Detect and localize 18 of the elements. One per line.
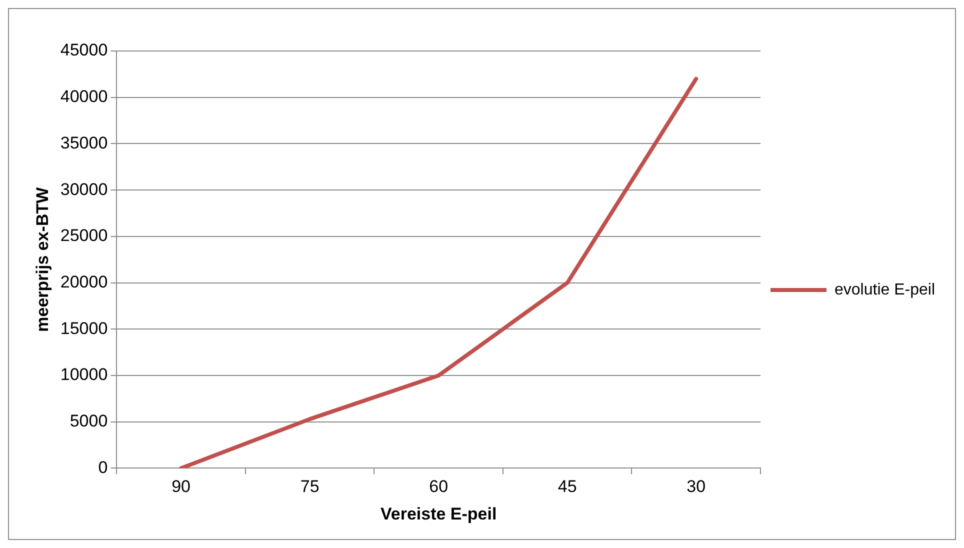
x-axis-title: Vereiste E-peil bbox=[380, 504, 497, 524]
y-tick-label: 25000 bbox=[60, 226, 108, 246]
y-tick-label: 10000 bbox=[60, 365, 108, 384]
x-tick-label: 30 bbox=[686, 477, 706, 496]
y-tick-label: 45000 bbox=[60, 40, 108, 60]
x-tick-label: 45 bbox=[558, 477, 577, 496]
x-tick-label: 75 bbox=[300, 477, 320, 496]
y-tick-label: 35000 bbox=[60, 133, 108, 152]
y-tick-label: 0 bbox=[98, 458, 108, 477]
y-tick-label: 40000 bbox=[60, 87, 108, 106]
x-tick-label: 90 bbox=[172, 477, 191, 496]
legend-label: evolutie E-peil bbox=[834, 281, 935, 298]
y-axis-title: meerprijs ex-BTW bbox=[32, 186, 52, 332]
y-tick-label: 15000 bbox=[60, 318, 108, 338]
y-tick-label: 20000 bbox=[60, 272, 108, 292]
y-tick-label: 30000 bbox=[60, 180, 108, 199]
y-tick-label: 5000 bbox=[70, 412, 108, 431]
x-tick-label: 60 bbox=[429, 477, 448, 496]
